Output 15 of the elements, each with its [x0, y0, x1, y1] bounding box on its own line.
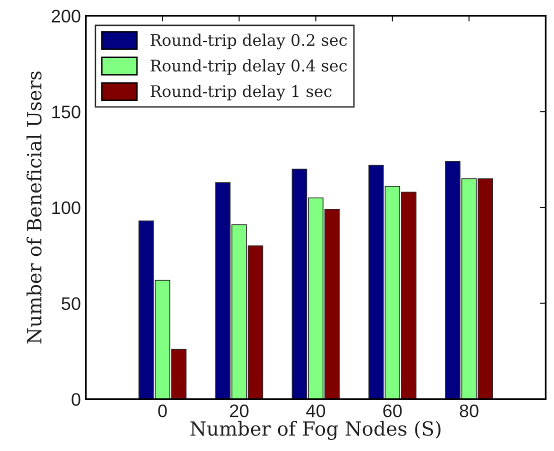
x-tick-label: 60 [383, 404, 402, 418]
legend-label: Round-trip delay 0.2 sec [150, 34, 347, 50]
x-tick-label: 40 [306, 404, 326, 418]
y-tick-label: 50 [62, 297, 80, 310]
x-tick-label: 0 [158, 404, 167, 418]
y-axis-title: Number of Beneficial Users [26, 71, 42, 344]
x-tick-label: 80 [460, 404, 478, 418]
x-axis-title: Number of Fog Nodes (S) [190, 420, 441, 440]
y-tick-label: 0 [72, 393, 80, 406]
y-tick-label: 100 [52, 201, 80, 214]
x-tick-label: 20 [230, 404, 248, 418]
legend-label: Round-trip delay 0.4 sec [150, 59, 347, 75]
y-tick-label: 150 [52, 106, 80, 118]
y-tick-label: 200 [52, 10, 80, 23]
legend-label: Round-trip delay 1 sec [150, 84, 332, 101]
